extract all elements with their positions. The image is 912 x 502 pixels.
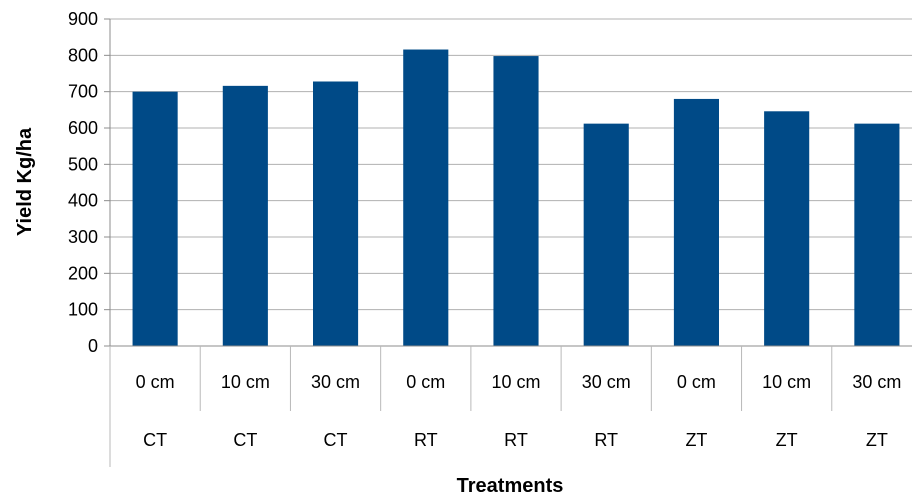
x-tillage-label: CT [324, 430, 348, 450]
y-tick-label: 200 [68, 263, 98, 283]
y-tick-label: 900 [68, 9, 98, 29]
x-depth-label: 10 cm [221, 372, 270, 392]
category-labels: 0 cm CT 10 cm CT 30 cm CT 0 cm RT 10 cm RT 30 cm RT… [136, 372, 902, 450]
bar [313, 81, 359, 346]
x-depth-label: 10 cm [491, 372, 540, 392]
y-tick-label: 100 [68, 300, 98, 320]
x-tillage-label: ZT [866, 430, 888, 450]
bar [403, 49, 449, 347]
y-tick-label: 0 [88, 336, 98, 356]
bar [854, 123, 900, 346]
bars [132, 49, 900, 347]
axes [104, 18, 912, 467]
y-axis-title: Yield Kg/ha [14, 127, 36, 236]
x-depth-label: 0 cm [406, 372, 445, 392]
y-tick-label: 400 [68, 191, 98, 211]
x-tillage-label: CT [233, 430, 257, 450]
bar [583, 123, 629, 346]
x-depth-label: 30 cm [852, 372, 901, 392]
y-tick-label: 600 [68, 118, 98, 138]
y-tick-label: 500 [68, 154, 98, 174]
x-tillage-label: RT [414, 430, 438, 450]
x-depth-label: 10 cm [762, 372, 811, 392]
bar [764, 111, 810, 346]
x-axis-title: Treatments [457, 475, 564, 497]
bar [673, 98, 719, 346]
y-tick-label: 700 [68, 82, 98, 102]
x-tillage-label: CT [143, 430, 167, 450]
bar [493, 56, 539, 347]
x-tillage-label: RT [504, 430, 528, 450]
x-tillage-label: ZT [776, 430, 798, 450]
x-tillage-label: RT [594, 430, 618, 450]
bar [132, 91, 178, 347]
x-depth-label: 30 cm [311, 372, 360, 392]
x-tillage-label: ZT [685, 430, 707, 450]
x-depth-label: 30 cm [582, 372, 631, 392]
bar [222, 85, 268, 346]
y-tick-label: 300 [68, 227, 98, 247]
y-tick-label: 800 [68, 45, 98, 65]
y-tick-labels: 0 100 200 300 400 500 600 700 800 900 [68, 9, 98, 356]
x-depth-label: 0 cm [677, 372, 716, 392]
x-depth-label: 0 cm [136, 372, 175, 392]
